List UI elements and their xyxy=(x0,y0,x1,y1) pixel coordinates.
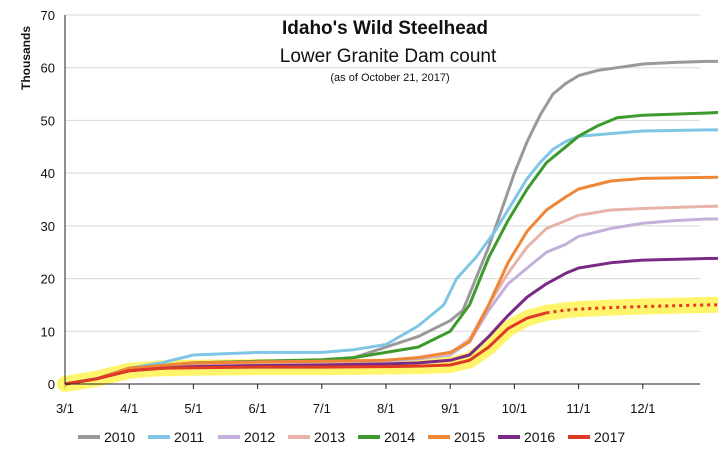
series-lines xyxy=(57,59,718,392)
y-tick-label: 30 xyxy=(41,219,55,234)
x-tick-label: 6/1 xyxy=(249,401,267,416)
y-axis-ticks: 0 10 20 30 40 50 60 70 xyxy=(41,8,55,392)
x-tick-label: 10/1 xyxy=(502,401,527,416)
legend-label-2014: 2014 xyxy=(384,429,415,445)
y-tick-label: 60 xyxy=(41,61,55,76)
y-tick-label: 50 xyxy=(41,113,55,128)
y-axis-label: Thousands xyxy=(19,26,33,90)
series-line-2017 xyxy=(64,311,547,386)
x-tick-label: 7/1 xyxy=(313,401,331,416)
y-tick-label: 20 xyxy=(41,272,55,287)
legend: 2010 2011 2012 2013 2014 2015 2016 2017 xyxy=(78,429,625,445)
legend-label-2013: 2013 xyxy=(314,429,345,445)
y-tick-label: 40 xyxy=(41,166,55,181)
x-tick-label: 3/1 xyxy=(56,401,74,416)
x-tick-label: 5/1 xyxy=(184,401,202,416)
legend-label-2010: 2010 xyxy=(104,429,135,445)
gridlines xyxy=(65,14,700,332)
y-tick-label: 10 xyxy=(41,324,55,339)
series-line-2015 xyxy=(64,175,718,386)
x-tick-label: 4/1 xyxy=(120,401,138,416)
x-tick-label: 12/1 xyxy=(630,401,655,416)
legend-label-2012: 2012 xyxy=(244,429,275,445)
x-tick-label: 9/1 xyxy=(441,401,459,416)
legend-label-2015: 2015 xyxy=(454,429,485,445)
series-line-2011 xyxy=(64,128,718,386)
legend-label-2016: 2016 xyxy=(524,429,555,445)
y-tick-label: 0 xyxy=(48,377,55,392)
x-tick-label: 11/1 xyxy=(566,401,590,416)
chart-subtitle: Lower Granite Dam count xyxy=(280,46,497,67)
legend-label-2017: 2017 xyxy=(594,429,625,445)
series-line-2017-projected xyxy=(546,303,718,315)
x-tick-label: 8/1 xyxy=(377,401,395,416)
chart-title: Idaho's Wild Steelhead xyxy=(282,18,488,39)
y-tick-label: 70 xyxy=(41,8,55,23)
chart-note: (as of October 21, 2017) xyxy=(330,72,449,84)
legend-label-2011: 2011 xyxy=(174,429,204,445)
